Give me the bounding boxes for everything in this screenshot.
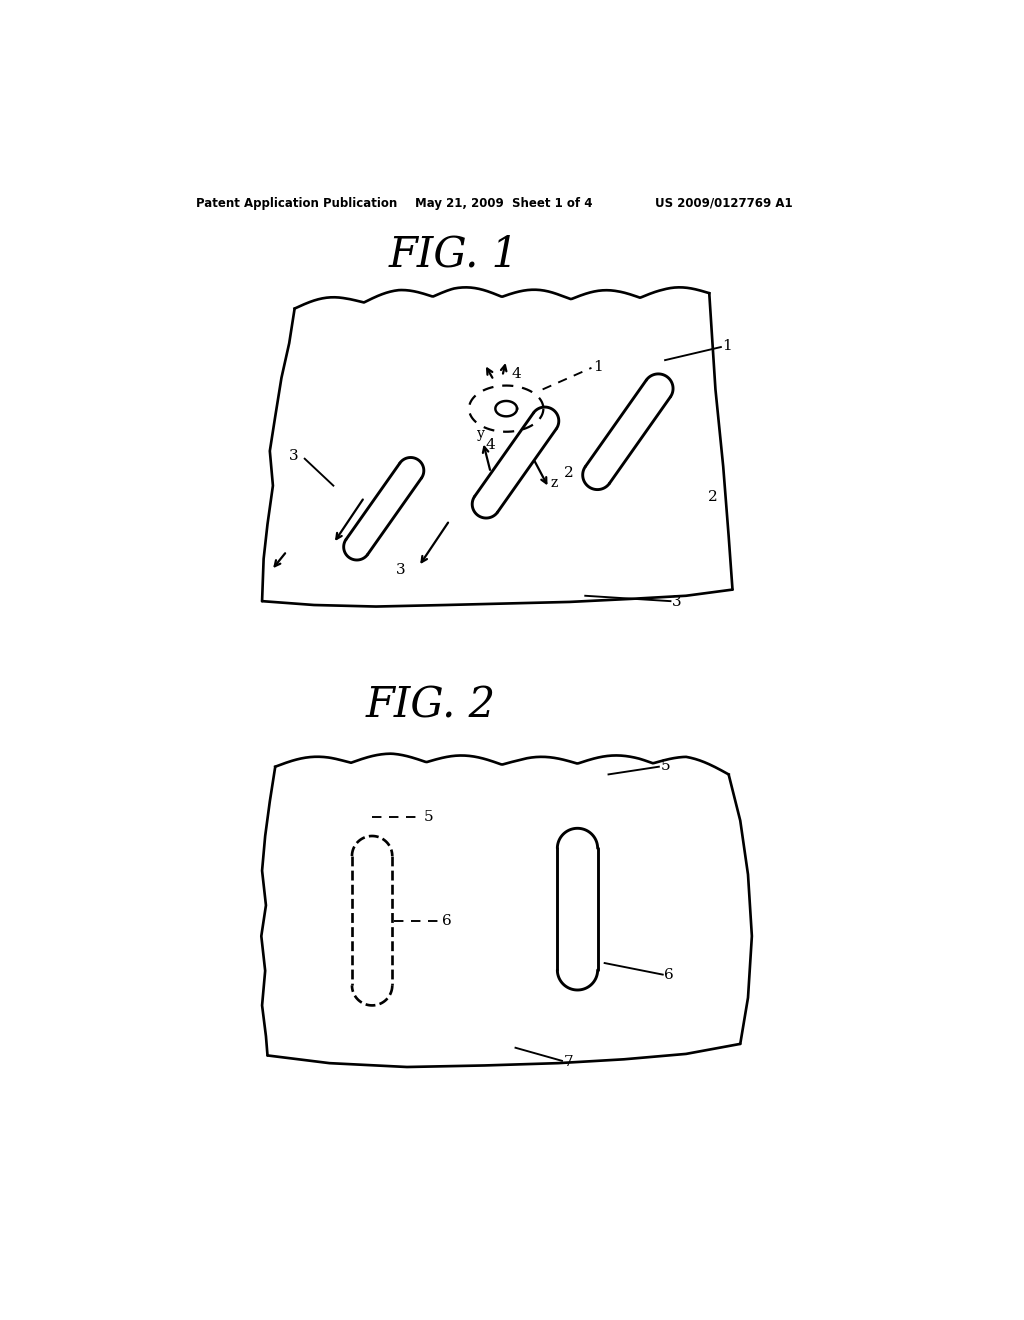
Text: z: z: [551, 477, 558, 490]
Text: 1: 1: [593, 360, 603, 374]
Text: 3: 3: [289, 449, 299, 463]
Text: 5: 5: [424, 809, 434, 824]
Text: 6: 6: [442, 913, 452, 928]
Text: May 21, 2009  Sheet 1 of 4: May 21, 2009 Sheet 1 of 4: [415, 197, 592, 210]
Text: 2: 2: [564, 466, 574, 479]
Text: Patent Application Publication: Patent Application Publication: [197, 197, 397, 210]
Text: 5: 5: [660, 759, 670, 774]
Text: FIG. 2: FIG. 2: [366, 684, 496, 726]
Text: 3: 3: [396, 564, 406, 577]
Text: 4: 4: [485, 438, 496, 451]
Text: 2: 2: [708, 490, 718, 504]
Text: US 2009/0127769 A1: US 2009/0127769 A1: [655, 197, 793, 210]
Text: FIG. 1: FIG. 1: [388, 234, 518, 276]
Text: 4: 4: [512, 367, 521, 381]
Text: y: y: [477, 428, 485, 441]
Text: 6: 6: [665, 969, 674, 982]
Text: 1: 1: [722, 339, 732, 354]
Text: 7: 7: [563, 1055, 573, 1069]
Text: 3: 3: [672, 595, 682, 609]
